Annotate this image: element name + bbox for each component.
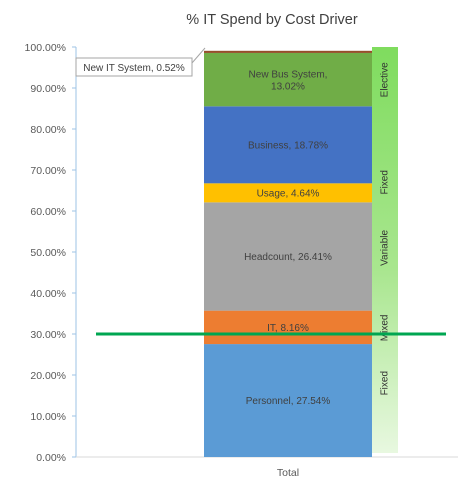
side-strip <box>372 47 398 453</box>
side-strip-background <box>372 47 398 453</box>
bar-segment-usage <box>204 183 372 203</box>
y-tick-label: 20.00% <box>30 370 66 382</box>
chart-title: % IT Spend by Cost Driver <box>186 12 358 28</box>
callout-leader-line <box>191 47 206 64</box>
segment-label-personnel: Personnel, 27.54% <box>246 396 331 407</box>
y-tick-label: 10.00% <box>30 411 66 423</box>
segment-label-new-bus-system: New Bus System, 13.02% <box>249 70 328 93</box>
y-tick-label: 30.00% <box>30 329 66 341</box>
segment-label-group: Personnel, 27.54% IT, 8.16% Headcount, 26.… <box>244 70 332 407</box>
side-label-group: Fixed Mixed Variable Fixed Elective <box>380 62 391 396</box>
y-tick-label: 0.00% <box>36 452 66 464</box>
segment-label-it: IT, 8.16% <box>267 323 309 334</box>
bar-segment-headcount <box>204 202 372 311</box>
segment-label-business: Business, 18.78% <box>248 140 328 151</box>
bar-segment-business <box>204 106 372 184</box>
side-label-fixed: Fixed <box>380 170 391 194</box>
y-tick-group: 0.00% 10.00% 20.00% 30.00% 40.00% 50.00% 60.00… <box>25 42 76 464</box>
callout-text: New IT System, 0.52% <box>83 63 185 74</box>
segment-label-usage: Usage, 4.64% <box>257 188 320 199</box>
side-label-variable: Variable <box>380 229 391 265</box>
y-tick-label: 90.00% <box>30 83 66 95</box>
side-label-fixed: Fixed <box>380 371 391 395</box>
side-label-elective: Elective <box>380 62 391 97</box>
y-tick-label: 40.00% <box>30 288 66 300</box>
bar-segment-new-it-system <box>204 50 372 53</box>
bar-segment-new-bus-system <box>204 52 372 107</box>
y-tick-label: 100.00% <box>25 42 66 54</box>
x-tick-label: Total <box>277 467 299 479</box>
callout-box <box>75 57 193 77</box>
callout: New IT System, 0.52% <box>75 47 206 77</box>
y-tick-label: 50.00% <box>30 247 66 259</box>
bar-segment-personnel <box>204 344 372 457</box>
y-tick-label: 70.00% <box>30 165 66 177</box>
side-label-mixed: Mixed <box>380 315 391 342</box>
y-tick-label: 80.00% <box>30 124 66 136</box>
bar-segment-it <box>204 310 372 345</box>
stacked-bar <box>204 50 372 457</box>
segment-label-headcount: Headcount, 26.41% <box>244 252 332 263</box>
y-tick-label: 60.00% <box>30 206 66 218</box>
